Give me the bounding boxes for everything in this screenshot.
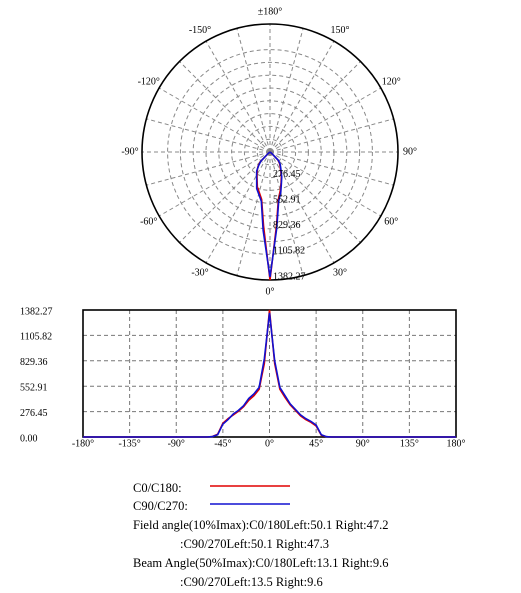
y-tick-label: 1382.27 bbox=[20, 306, 53, 317]
y-tick-label: 829.36 bbox=[20, 357, 48, 368]
x-tick-label: -90° bbox=[168, 438, 185, 449]
annotation: Field angle(10%Imax):C0/180Left:50.1 Rig… bbox=[133, 518, 389, 532]
polar-spoke bbox=[269, 118, 394, 153]
polar-ring bbox=[205, 87, 335, 217]
polar-spoke bbox=[236, 28, 271, 153]
angle-label: -150° bbox=[189, 25, 211, 36]
angle-label: 90° bbox=[403, 146, 417, 157]
y-tick-label: 552.91 bbox=[20, 382, 48, 393]
annotation: :C90/270Left:13.5 Right:9.6 bbox=[180, 575, 323, 589]
radial-label: 276.45 bbox=[273, 169, 301, 180]
x-tick-label: -180° bbox=[72, 438, 94, 449]
y-tick-label: 1105.82 bbox=[20, 332, 52, 343]
polar-spoke bbox=[236, 151, 271, 276]
angle-label: 120° bbox=[382, 76, 401, 87]
polar-ring bbox=[231, 113, 309, 191]
angle-label: 0° bbox=[266, 286, 275, 297]
angle-label: -90° bbox=[121, 146, 138, 157]
polar-spoke bbox=[158, 151, 271, 217]
angle-label: 30° bbox=[333, 268, 347, 279]
x-tick-label: -45° bbox=[214, 438, 231, 449]
legend-label: C0/C180: bbox=[133, 481, 182, 495]
polar-spoke bbox=[179, 61, 271, 153]
radial-label: 1105.82 bbox=[273, 246, 305, 257]
angle-label: -60° bbox=[140, 216, 157, 227]
polar-ring bbox=[218, 100, 322, 204]
polar-ring bbox=[256, 138, 284, 166]
legend-label: C90/C270: bbox=[133, 499, 188, 513]
y-tick-label: 0.00 bbox=[20, 433, 38, 444]
radial-label: 829.36 bbox=[273, 220, 301, 231]
radial-label: 552.91 bbox=[273, 194, 301, 205]
line-curve bbox=[83, 312, 456, 438]
x-tick-label: 180° bbox=[447, 438, 466, 449]
angle-label: ±180° bbox=[258, 6, 283, 17]
angle-label: 150° bbox=[331, 25, 350, 36]
x-tick-label: 135° bbox=[400, 438, 419, 449]
x-tick-label: 90° bbox=[356, 438, 370, 449]
angle-label: 60° bbox=[384, 216, 398, 227]
polar-spoke bbox=[269, 151, 304, 276]
y-tick-label: 276.45 bbox=[20, 408, 48, 419]
polar-spoke bbox=[269, 151, 382, 217]
polar-curve bbox=[255, 151, 283, 278]
annotation: :C90/270Left:50.1 Right:47.3 bbox=[180, 537, 329, 551]
x-tick-label: 0° bbox=[265, 438, 274, 449]
annotation: Beam Angle(50%Imax):C0/180Left:13.1 Righ… bbox=[133, 556, 389, 570]
angle-label: -120° bbox=[138, 76, 160, 87]
polar-ring bbox=[167, 49, 373, 255]
angle-label: -30° bbox=[191, 268, 208, 279]
polar-ring bbox=[243, 125, 297, 179]
x-tick-label: 45° bbox=[309, 438, 323, 449]
polar-ring bbox=[179, 61, 361, 243]
polar-ring bbox=[192, 74, 348, 230]
radial-label: 1382.27 bbox=[273, 271, 306, 282]
polar-spoke bbox=[269, 40, 335, 153]
x-tick-label: -135° bbox=[118, 438, 140, 449]
